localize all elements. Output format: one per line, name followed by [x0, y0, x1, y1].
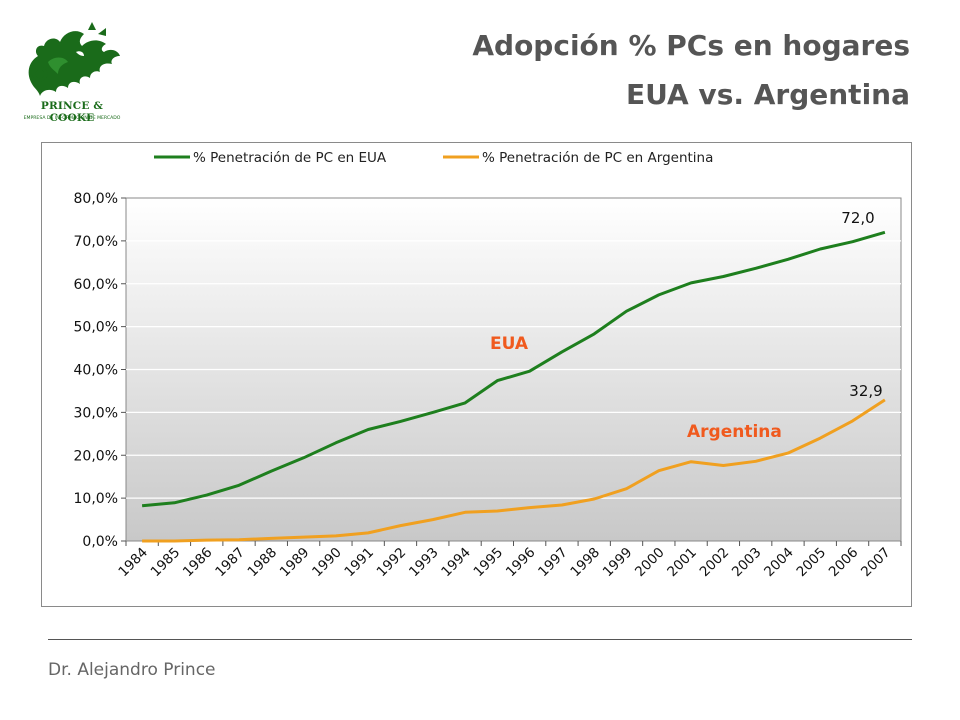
x-tick-label: 2003	[729, 545, 765, 581]
x-tick-label: 2007	[858, 545, 894, 581]
legend-label-argentina: % Penetración de PC en Argentina	[482, 150, 713, 166]
y-tick-label: 50,0%	[74, 320, 118, 336]
x-tick-label: 2000	[632, 545, 668, 581]
y-axis: 0,0% 10,0% 20,0% 30,0% 40,0% 50,0% 60,0% 70,0% 8…	[74, 191, 126, 550]
y-tick-label: 10,0%	[74, 491, 118, 507]
x-axis: 1984198519861987198819891990199119921993…	[115, 541, 902, 581]
x-tick-label: 1995	[471, 545, 507, 581]
chart-container: % Penetración de PC en EUA % Penetración…	[41, 142, 912, 607]
x-tick-label: 1989	[277, 545, 313, 581]
x-tick-label: 1990	[309, 545, 345, 581]
y-tick-label: 30,0%	[74, 405, 118, 421]
x-tick-label: 1996	[503, 545, 539, 581]
x-tick-label: 1991	[341, 545, 377, 581]
page-subtitle: EUA vs. Argentina	[626, 78, 910, 111]
x-tick-label: 1999	[600, 545, 636, 581]
series-line-eua	[141, 230, 886, 508]
end-value-argentina: 32,9	[849, 382, 882, 400]
y-tick-label: 0,0%	[82, 534, 118, 550]
x-tick-label: 1988	[245, 545, 281, 581]
y-tick-label: 80,0%	[74, 191, 118, 207]
x-tick-label: 2005	[793, 545, 829, 581]
x-tick-label: 2004	[761, 545, 797, 581]
legend-label-eua: % Penetración de PC en EUA	[193, 150, 387, 166]
x-tick-label: 1985	[148, 545, 184, 581]
series-line-argentina	[142, 398, 886, 543]
y-tick-label: 40,0%	[74, 363, 118, 379]
x-tick-label: 1984	[115, 545, 151, 581]
series-lines	[141, 230, 886, 543]
end-value-eua: 72,0	[841, 209, 874, 227]
x-tick-label: 1993	[406, 545, 442, 581]
x-tick-label: 1997	[535, 545, 571, 581]
page-title: Adopción % PCs en hogares	[472, 29, 910, 62]
grid-lines	[126, 240, 901, 499]
annotations: EUA Argentina 72,0 32,9	[490, 209, 883, 442]
series-label-argentina: Argentina	[687, 422, 782, 442]
y-tick-label: 20,0%	[74, 448, 118, 464]
x-tick-label: 2006	[826, 545, 862, 581]
author-name: Dr. Alejandro Prince	[48, 660, 216, 680]
x-tick-label: 2001	[664, 545, 700, 581]
y-tick-label: 60,0%	[74, 277, 118, 293]
x-tick-label: 1994	[438, 545, 474, 581]
footer-divider	[48, 639, 912, 640]
x-tick-label: 1992	[374, 545, 410, 581]
series-label-eua: EUA	[490, 334, 529, 354]
chart-legend: % Penetración de PC en EUA % Penetración…	[154, 150, 713, 166]
logo-tagline: EMPRESA DE INFORMACIÓN DE MERCADO	[23, 116, 121, 121]
x-tick-label: 1998	[567, 545, 603, 581]
dragon-icon	[28, 22, 120, 96]
x-tick-label: 1986	[180, 545, 216, 581]
x-tick-label: 1987	[212, 545, 248, 581]
company-logo: PRINCE & COOKE EMPRESA DE INFORMACIÓN DE…	[18, 22, 126, 128]
y-tick-label: 70,0%	[74, 234, 118, 250]
x-tick-label: 2002	[697, 545, 733, 581]
line-chart: % Penetración de PC en EUA % Penetración…	[74, 150, 902, 581]
logo-company-name: PRINCE & COOKE	[40, 100, 104, 124]
